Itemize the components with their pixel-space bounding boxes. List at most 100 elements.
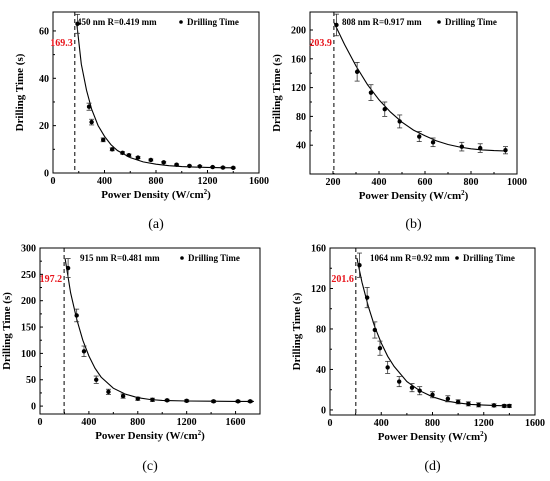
data-point [385, 365, 390, 370]
y-axis-label: Drilling Time (s) [291, 292, 303, 370]
chart-panel-1: 0 400 800 1200 1600 0 20 40 60 Power Density (W/c… [14, 11, 269, 232]
data-point [478, 145, 483, 151]
x-axis-label-main: Power Density (W/cm [359, 190, 461, 202]
threshold-label: 203.9 [309, 38, 332, 49]
threshold-label: 169.3 [50, 38, 73, 49]
data-point [445, 396, 451, 402]
y-tick-label: 0 [321, 405, 326, 416]
y-tick-label: 80 [316, 324, 326, 335]
y-tick-label: 40 [316, 365, 326, 376]
data-point [65, 265, 71, 271]
x-tick-label: 800 [425, 418, 440, 429]
panel-label: (a) [148, 217, 164, 232]
legend-label: Drilling Time [463, 253, 515, 263]
panel-label: (c) [142, 459, 158, 474]
y-tick-label: 20 [39, 121, 49, 132]
x-tick-label: 1200 [474, 418, 494, 429]
annotation-text: 450 nm R=0.419 mm [77, 17, 157, 27]
x-tick-label: 400 [97, 176, 112, 187]
plot-frame [309, 11, 518, 175]
data-point [120, 393, 126, 399]
x-tick-label: 400 [81, 417, 96, 428]
data-point [409, 385, 415, 390]
y-axis-label: Drilling Time (s) [1, 292, 13, 370]
x-tick-label: 0 [328, 418, 333, 429]
x-tick-label: 1600 [226, 417, 246, 428]
chart-panel-3: 0 400 800 1200 1600 0 50 100 150 200 250 300 Power D… [1, 244, 261, 474]
data-point [377, 346, 383, 351]
data-point [120, 150, 125, 156]
legend-marker [437, 20, 441, 24]
data-point [417, 388, 422, 393]
x-tick-label: 800 [130, 417, 145, 428]
panel-label: (d) [424, 459, 441, 474]
threshold-label: 201.6 [331, 274, 354, 285]
fit-curve [64, 258, 254, 402]
data-point [94, 377, 99, 382]
legend-marker [455, 256, 459, 260]
chart-panel-4: 0 400 800 1200 1600 0 40 80 120 160 Power Density … [291, 244, 545, 475]
x-tick-label: 1200 [198, 176, 218, 187]
data-point [382, 107, 387, 112]
y-tick-label: 80 [296, 112, 306, 123]
data-point [101, 137, 106, 143]
y-tick-label: 160 [291, 54, 306, 65]
data-point [184, 398, 189, 404]
data-point [397, 119, 402, 124]
y-axis-label: Drilling Time (s) [271, 54, 283, 132]
data-point [231, 165, 236, 170]
data-point [210, 164, 215, 170]
x-axis-label-main: Power Density (W/cm [378, 431, 480, 443]
data-point [106, 389, 111, 395]
data-point [148, 157, 154, 163]
y-tick-label: 200 [291, 26, 306, 37]
x-axis-label-end: ) [484, 431, 488, 443]
y-tick-label: 50 [26, 375, 36, 386]
fit-curve [356, 257, 510, 407]
x-axis-label: Power Density (W/cm2) [378, 430, 488, 443]
data-point [211, 399, 216, 404]
fit-curve [76, 23, 235, 169]
annotation-text: 1064 nm R=0.92 mm [370, 253, 450, 263]
x-tick-label: 600 [418, 177, 433, 188]
x-axis-label-end: ) [201, 430, 205, 442]
data-point [476, 402, 481, 408]
data-point [507, 403, 512, 409]
annotation-text: 808 nm R=0.917 mm [342, 17, 422, 27]
legend-label: Drilling Time [445, 17, 497, 27]
data-point [430, 392, 435, 397]
x-tick-label: 0 [38, 417, 43, 428]
data-point [455, 399, 461, 405]
x-tick-label: 0 [51, 176, 56, 187]
y-tick-label: 200 [21, 296, 36, 307]
data-point [334, 22, 339, 28]
data-point [235, 399, 241, 404]
plot-frame [329, 247, 536, 416]
x-axis-label-main: Power Density (W/cm [101, 189, 203, 201]
x-axis-label: Power Density (W/cm2) [359, 189, 469, 202]
data-point [248, 399, 253, 404]
data-point [126, 153, 132, 158]
data-point [417, 134, 422, 139]
data-point [161, 160, 166, 165]
x-axis-label: Power Density (W/cm2) [95, 429, 205, 442]
plot-frame [39, 247, 261, 415]
legend-marker [180, 256, 184, 260]
annotation-text: 915 nm R=0.481 mm [80, 253, 160, 263]
x-tick-label: 800 [149, 176, 164, 187]
data-point [364, 295, 370, 300]
y-tick-label: 40 [296, 141, 306, 152]
panel-label: (b) [405, 217, 422, 232]
plot-frame [52, 11, 260, 174]
y-axis-label: Drilling Time (s) [14, 53, 26, 131]
data-point [430, 140, 436, 145]
x-tick-label: 1200 [177, 417, 197, 428]
y-tick-label: 300 [21, 244, 36, 255]
y-tick-label: 120 [291, 83, 306, 94]
legend-marker [179, 20, 183, 24]
data-point [220, 165, 226, 170]
y-tick-label: 120 [311, 284, 326, 295]
data-point [459, 144, 464, 149]
x-tick-label: 400 [374, 418, 389, 429]
